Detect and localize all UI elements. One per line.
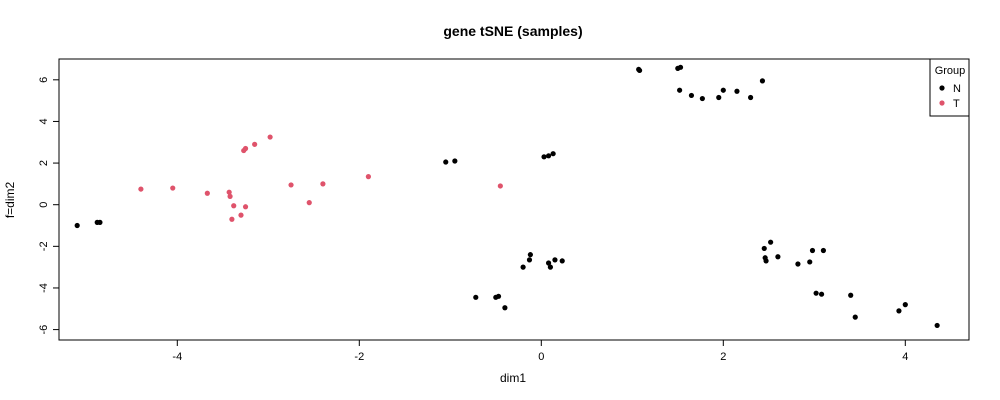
data-point-N xyxy=(545,153,552,159)
legend: Group NT xyxy=(929,58,970,117)
data-point-N xyxy=(74,222,80,229)
data-point-N xyxy=(552,257,558,263)
data-point-N xyxy=(677,64,684,70)
x-axis: -4 -2 0 2 4 xyxy=(172,339,908,363)
x-tick-label: 2 xyxy=(720,351,726,363)
data-point-T xyxy=(306,200,312,206)
data-point-N xyxy=(636,67,643,74)
data-point-N xyxy=(520,264,526,270)
data-point-N xyxy=(848,292,854,298)
y-tick-label: 4 xyxy=(38,118,50,124)
x-tick-label: 0 xyxy=(538,351,544,363)
data-point-T xyxy=(231,203,237,209)
legend-marker-N xyxy=(939,85,945,91)
legend-marker-T xyxy=(939,100,945,106)
data-point-N xyxy=(473,294,479,300)
data-point-T xyxy=(238,212,244,218)
y-tick-label: 2 xyxy=(38,160,50,166)
data-point-T xyxy=(252,141,258,147)
data-point-T xyxy=(227,193,233,199)
y-tick-label: 6 xyxy=(38,77,50,83)
legend-label-N: N xyxy=(953,83,961,95)
data-point-N xyxy=(818,291,825,297)
plot-area-frame xyxy=(58,58,970,341)
data-point-N xyxy=(541,154,547,160)
chart-title: gene tSNE (samples) xyxy=(443,23,582,39)
data-point-N xyxy=(902,302,908,308)
y-tick-label: -6 xyxy=(38,325,50,335)
y-tick-label: -2 xyxy=(38,241,50,251)
x-tick-label: -2 xyxy=(354,351,364,363)
data-point-T xyxy=(288,182,294,188)
data-point-T xyxy=(497,183,503,189)
data-point-N xyxy=(97,219,103,225)
y-tick-label: 0 xyxy=(38,202,50,208)
data-point-N xyxy=(795,261,801,267)
data-point-N xyxy=(768,239,774,245)
data-point-N xyxy=(734,88,740,94)
data-point-N xyxy=(934,322,940,329)
data-point-N xyxy=(527,252,533,258)
data-point-N xyxy=(699,95,705,102)
data-point-N xyxy=(759,78,766,84)
data-point-N xyxy=(550,151,556,157)
data-point-T xyxy=(320,181,326,187)
data-point-T xyxy=(267,134,273,140)
data-point-N xyxy=(495,293,502,299)
x-axis-label: dim1 xyxy=(500,371,526,385)
data-point-T xyxy=(242,145,249,152)
data-point-T xyxy=(138,186,144,192)
data-point-N xyxy=(559,258,565,264)
data-point-T xyxy=(170,185,176,191)
data-point-T xyxy=(204,190,210,196)
y-tick-label: -4 xyxy=(38,283,50,293)
data-point-T xyxy=(226,189,232,195)
data-points xyxy=(74,64,940,329)
data-point-N xyxy=(820,247,827,254)
data-point-T xyxy=(365,174,371,180)
data-point-N xyxy=(716,94,722,101)
data-point-N xyxy=(748,94,754,101)
data-point-N xyxy=(526,257,533,263)
legend-label-T: T xyxy=(953,98,960,110)
x-tick-label: 4 xyxy=(902,351,908,363)
data-point-N xyxy=(775,254,781,260)
x-tick-label: -4 xyxy=(172,351,182,363)
data-point-N xyxy=(688,92,695,99)
y-axis-label: f=dim2 xyxy=(3,182,17,219)
legend-title: Group xyxy=(935,65,966,77)
data-point-T xyxy=(242,204,249,210)
data-point-N xyxy=(443,159,449,165)
data-point-N xyxy=(763,258,769,264)
data-point-N xyxy=(761,245,767,252)
data-point-T xyxy=(229,216,235,222)
data-point-N xyxy=(502,305,508,311)
data-point-N xyxy=(547,264,554,270)
data-point-N xyxy=(896,308,902,314)
data-point-N xyxy=(452,158,458,164)
data-point-N xyxy=(852,314,858,320)
data-point-N xyxy=(809,247,816,254)
data-point-N xyxy=(720,87,726,93)
data-point-N xyxy=(677,87,683,93)
data-point-N xyxy=(545,260,552,266)
data-point-N xyxy=(813,290,819,296)
y-axis: -6 -4 -2 0 2 4 6 xyxy=(38,77,60,335)
legend-box xyxy=(929,58,970,117)
data-point-N xyxy=(807,259,813,265)
